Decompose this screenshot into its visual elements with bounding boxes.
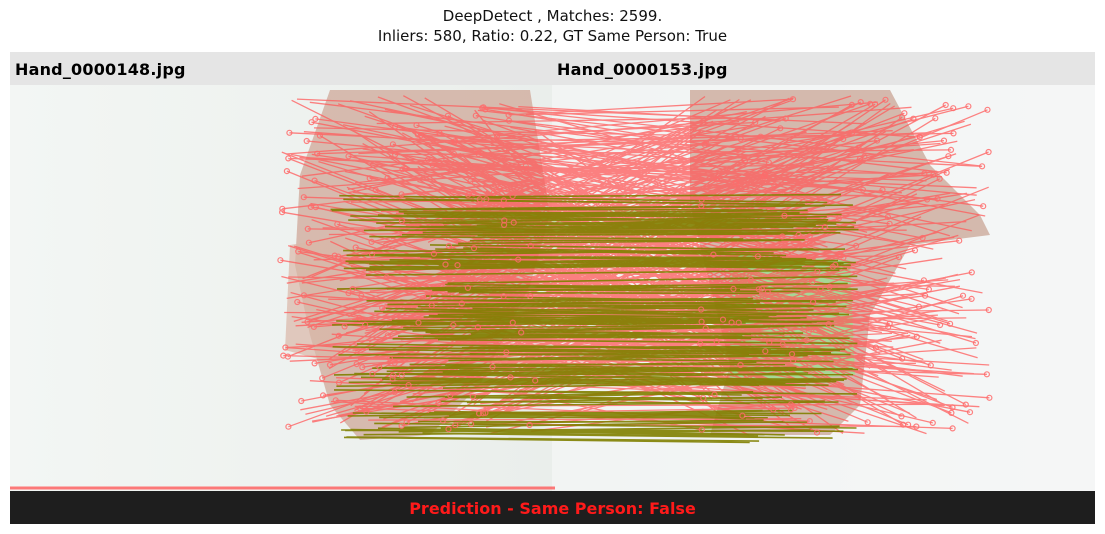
- figure-title: DeepDetect , Matches: 2599. Inliers: 580…: [0, 6, 1105, 46]
- title-line-2: Inliers: 580, Ratio: 0.22, GT Same Perso…: [377, 27, 728, 45]
- left-image-filename: Hand_0000148.jpg: [15, 60, 186, 79]
- right-image-filename: Hand_0000153.jpg: [557, 60, 728, 79]
- inlier-match-lines: [330, 193, 859, 444]
- keypoint-markers: [277, 96, 993, 436]
- prediction-text: Prediction - Same Person: False: [409, 499, 696, 518]
- title-line-1: DeepDetect , Matches: 2599.: [442, 7, 663, 25]
- match-figure: Hand_0000148.jpg Hand_0000153.jpg: [10, 52, 1095, 524]
- hand-image-pair: [10, 85, 1095, 491]
- filename-bar: Hand_0000148.jpg Hand_0000153.jpg: [10, 52, 1095, 85]
- prediction-bar: Prediction - Same Person: False: [10, 491, 1095, 524]
